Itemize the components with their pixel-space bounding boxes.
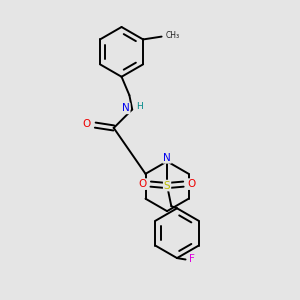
Text: N: N <box>122 103 130 113</box>
Text: O: O <box>188 179 196 189</box>
Text: CH₃: CH₃ <box>165 32 179 40</box>
Text: O: O <box>83 119 91 129</box>
Text: N: N <box>163 153 171 163</box>
Text: O: O <box>138 179 146 189</box>
Text: H: H <box>136 102 142 111</box>
Text: S: S <box>164 181 170 190</box>
Text: F: F <box>189 254 195 265</box>
